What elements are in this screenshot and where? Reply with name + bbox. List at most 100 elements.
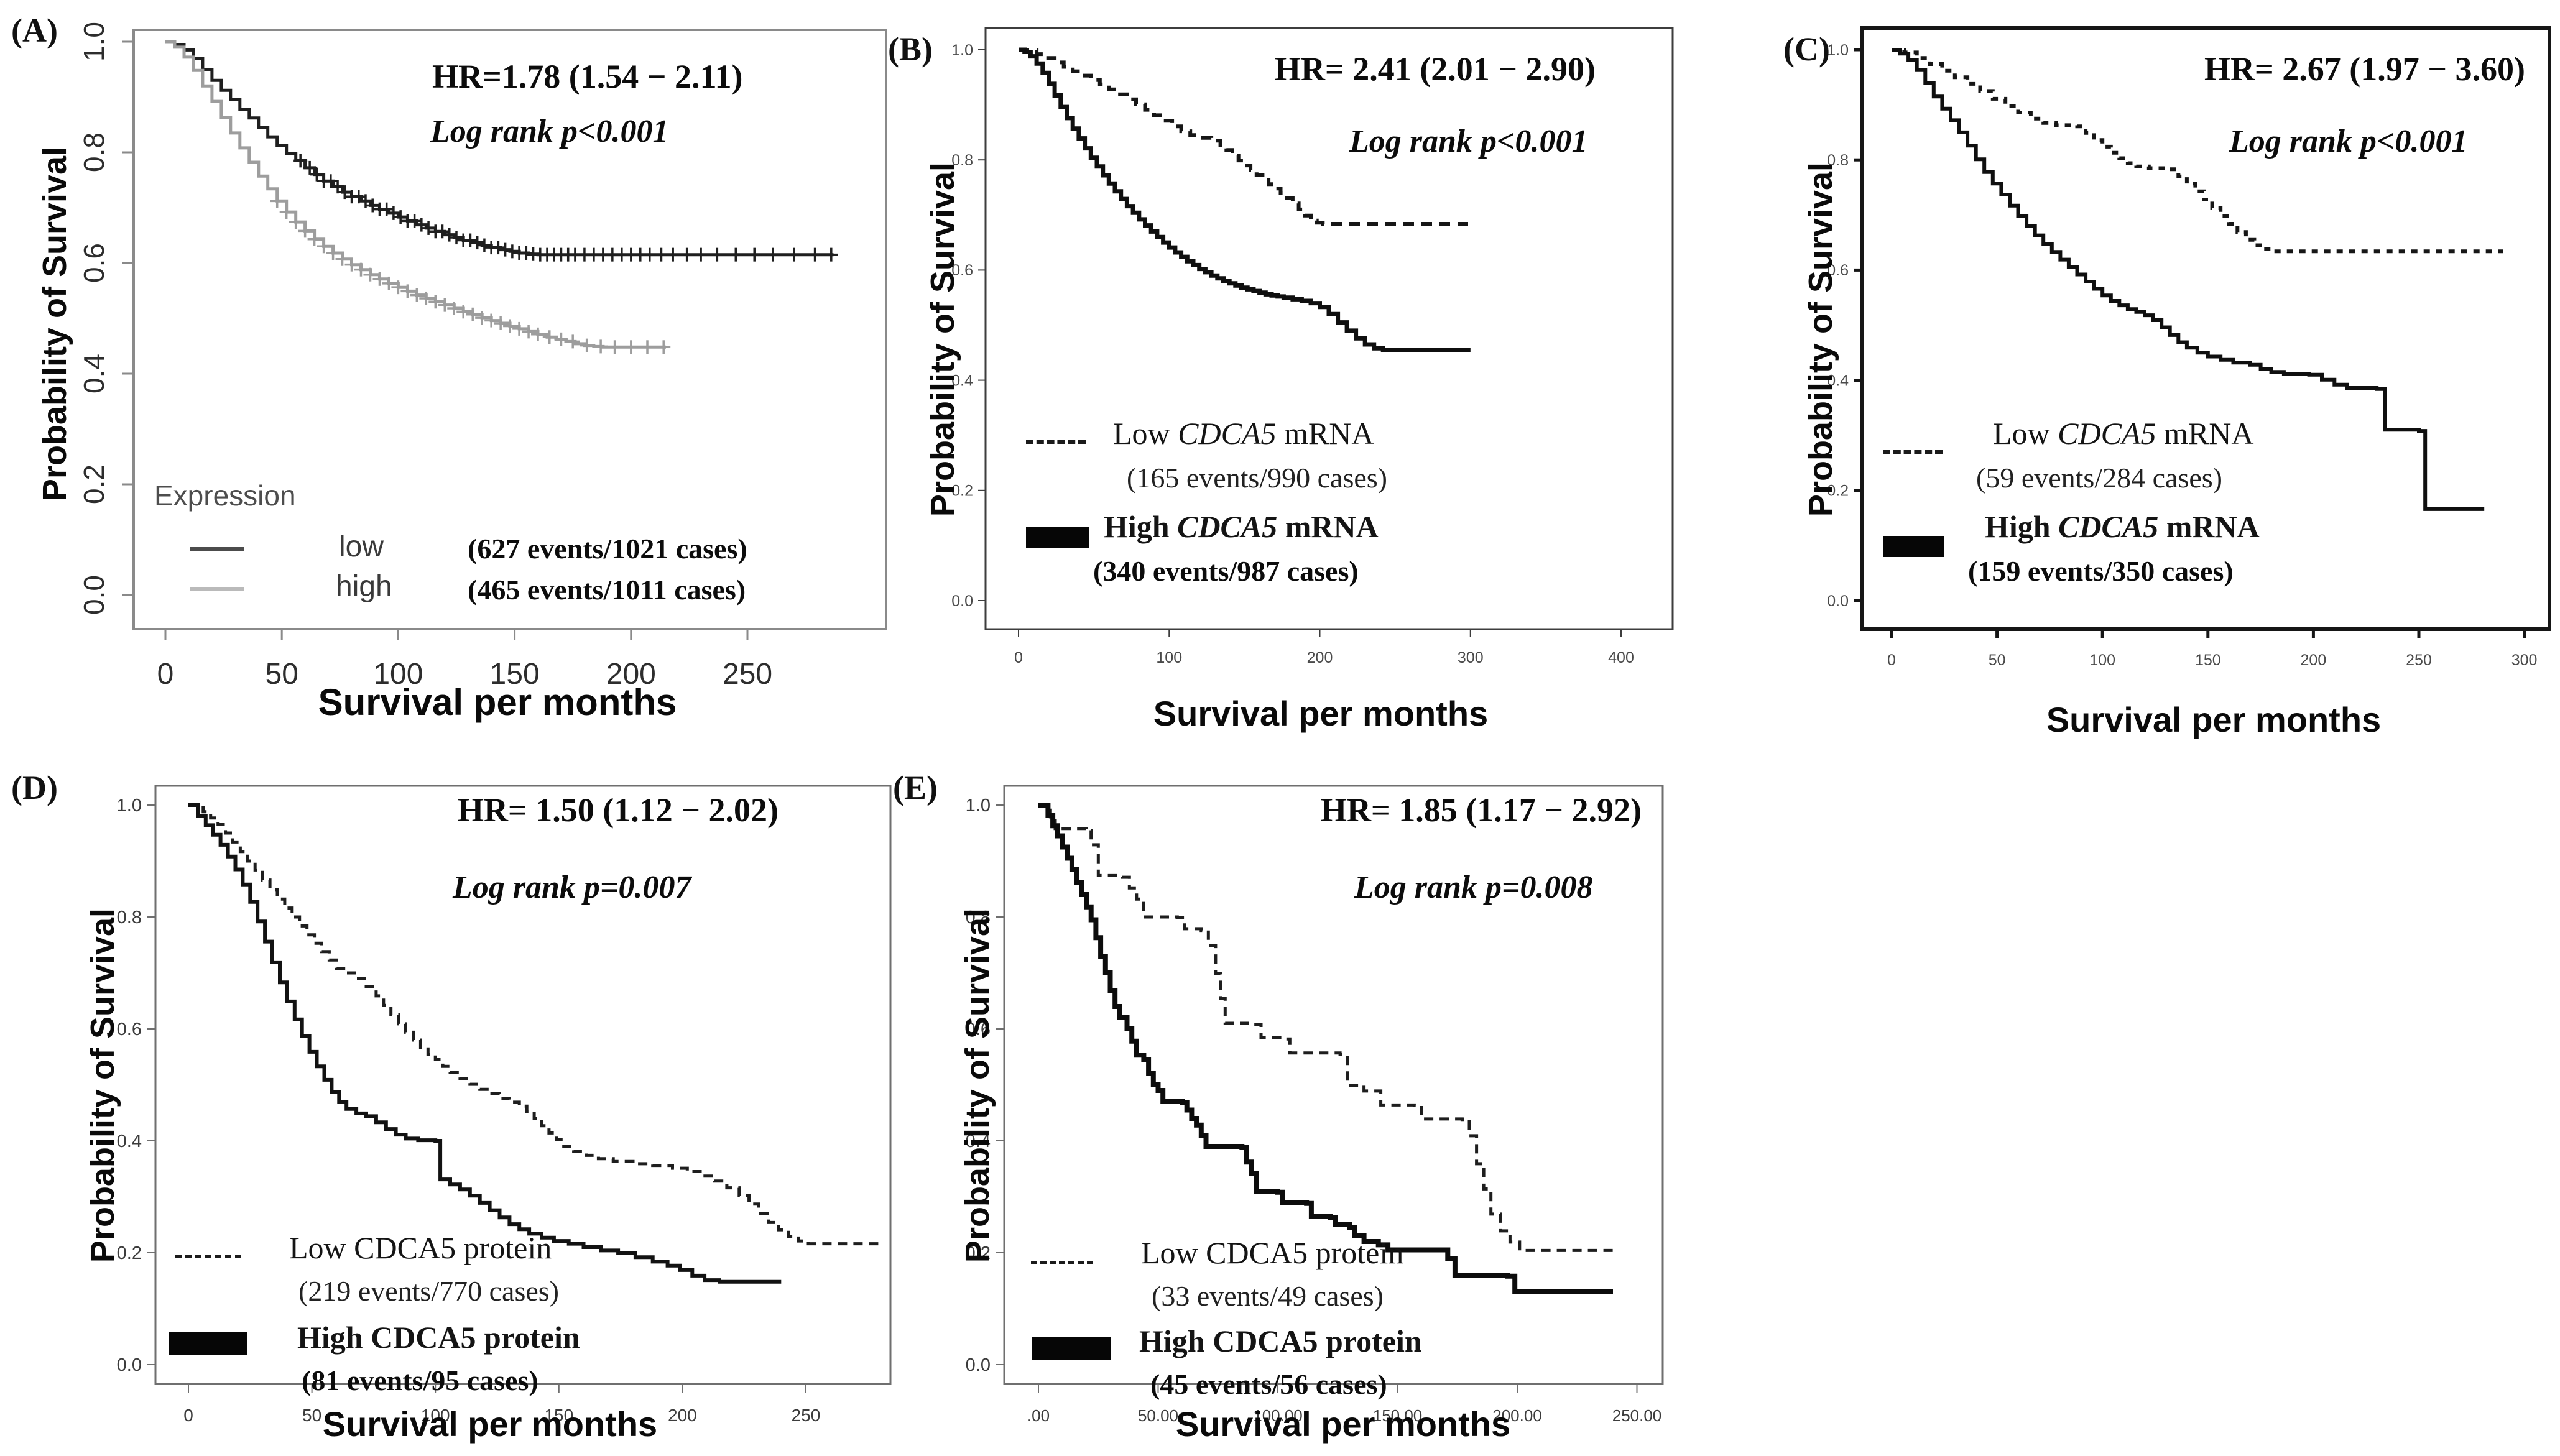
svg-text:0.6: 0.6 [78, 243, 110, 283]
y-axis-title: Probability of Survival [959, 908, 996, 1263]
svg-text:0.2: 0.2 [966, 1243, 991, 1263]
svg-text:0: 0 [157, 658, 174, 691]
y-axis-title: Probability of Survival [36, 146, 73, 502]
hr-annotation: HR= 1.85 (1.17 − 2.92) [1321, 791, 1642, 829]
legend-entry-label: Low CDCA5 protein [1141, 1235, 1403, 1271]
label-prefix: High [297, 1320, 371, 1355]
svg-text:1.0: 1.0 [1827, 42, 1849, 59]
svg-text:0.0: 0.0 [117, 1355, 142, 1375]
gene-name: CDCA5 [2058, 509, 2159, 544]
svg-text:150: 150 [2195, 652, 2221, 669]
label-prefix: Low [1993, 416, 2058, 451]
svg-text:250: 250 [723, 658, 772, 691]
svg-text:200: 200 [668, 1406, 697, 1425]
svg-text:300: 300 [1458, 649, 1484, 666]
panel-label-b: (B) [888, 30, 933, 68]
svg-text:400: 400 [1608, 649, 1634, 666]
legend-entry-count: (45 events/56 cases) [1150, 1368, 1387, 1400]
legend-dashed-line-icon [1883, 450, 1943, 454]
svg-text:200: 200 [2301, 652, 2327, 669]
label-prefix: High [1985, 509, 2059, 544]
legend-entry-label: High CDCA5 mRNA [1104, 509, 1379, 545]
legend-title: Expression [154, 479, 296, 512]
label-prefix: Low [1141, 1235, 1206, 1270]
y-axis-title: Probability of Survival [1802, 162, 1839, 517]
panel-label-a: (A) [11, 12, 58, 49]
svg-text:150.00: 150.00 [1373, 1406, 1423, 1425]
svg-text:200.00: 200.00 [1492, 1406, 1542, 1425]
legend-entry-label: low [339, 530, 384, 563]
svg-text:0.0: 0.0 [966, 1355, 991, 1375]
label-suffix: mRNA [2158, 509, 2260, 544]
y-axis-title: Probability of Survival [924, 162, 961, 517]
legend-entry-count: (81 events/95 cases) [302, 1365, 538, 1396]
x-axis-title: Survival per months [1153, 694, 1489, 733]
logrank-annotation: Log rank p=0.007 [453, 870, 691, 905]
legend-entry-label: high [336, 570, 392, 603]
svg-text:0: 0 [1887, 652, 1896, 669]
svg-text:0.8: 0.8 [1827, 152, 1849, 169]
legend-entry-label: High CDCA5 protein [1139, 1323, 1422, 1359]
svg-text:0.4: 0.4 [117, 1131, 142, 1151]
svg-text:0.8: 0.8 [966, 908, 991, 928]
svg-text:0.0: 0.0 [78, 575, 110, 615]
legend-line-icon [190, 587, 244, 591]
svg-text:0: 0 [183, 1406, 193, 1425]
legend-entry-count: (219 events/770 cases) [298, 1275, 559, 1307]
legend-entry-label: Low CDCA5 mRNA [1113, 415, 1374, 451]
label-prefix: Low [289, 1230, 354, 1265]
svg-text:100: 100 [373, 658, 423, 691]
svg-text:0.8: 0.8 [951, 152, 973, 169]
label-suffix: protein [1308, 1235, 1404, 1270]
svg-text:1.0: 1.0 [951, 42, 973, 59]
svg-text:1.0: 1.0 [966, 796, 991, 816]
gene-name: CDCA5 [1206, 1235, 1308, 1270]
legend-entry-count: (627 events/1021 cases) [468, 533, 747, 564]
svg-text:0.0: 0.0 [1827, 592, 1849, 610]
label-suffix: protein [1318, 1324, 1422, 1358]
gene-name: CDCA5 [2058, 416, 2156, 451]
legend-entry-label: High CDCA5 mRNA [1985, 509, 2260, 545]
legend-line-icon [190, 547, 244, 551]
legend-entry-label: Low CDCA5 protein [289, 1230, 552, 1266]
legend-entry-count: (465 events/1011 cases) [468, 574, 746, 606]
legend-bar-icon [1032, 1337, 1111, 1360]
svg-text:0.2: 0.2 [117, 1243, 142, 1263]
logrank-annotation: Log rank p<0.001 [430, 114, 669, 149]
svg-text:250.00: 250.00 [1612, 1406, 1662, 1425]
x-axis-title: Survival per months [2046, 700, 2382, 739]
legend-bar-icon [1026, 527, 1089, 548]
svg-text:0.6: 0.6 [951, 262, 973, 279]
svg-text:50: 50 [1989, 652, 2006, 669]
legend-entry-label: High CDCA5 protein [297, 1319, 580, 1355]
legend-entry-count: (159 events/350 cases) [1968, 555, 2234, 587]
legend-entry-count: (165 events/990 cases) [1127, 462, 1387, 494]
label-prefix: Low [1113, 416, 1178, 451]
svg-text:100: 100 [1156, 649, 1182, 666]
svg-text:0.4: 0.4 [78, 354, 110, 394]
legend-entry-count: (33 events/49 cases) [1152, 1280, 1384, 1312]
svg-text:50.00: 50.00 [1138, 1406, 1178, 1425]
hr-annotation: HR= 2.67 (1.97 − 3.60) [2204, 50, 2526, 88]
svg-text:0.2: 0.2 [78, 464, 110, 504]
panel-label-d: (D) [11, 769, 58, 806]
hr-annotation: HR=1.78 (1.54 − 2.11) [432, 58, 743, 95]
svg-text:100: 100 [2089, 652, 2115, 669]
hr-annotation: HR= 2.41 (2.01 − 2.90) [1275, 50, 1596, 88]
hr-annotation: HR= 1.50 (1.12 − 2.02) [458, 791, 779, 829]
x-axis-title: Survival per months [318, 681, 677, 723]
svg-text:1.0: 1.0 [117, 796, 142, 816]
svg-text:200: 200 [1307, 649, 1333, 666]
svg-text:0.8: 0.8 [117, 908, 142, 928]
x-axis-title: Survival per months [322, 1404, 658, 1444]
gene-name: CDCA5 [1178, 416, 1277, 451]
legend-dashed-line-icon [175, 1255, 241, 1258]
logrank-annotation: Log rank p<0.001 [1349, 124, 1588, 159]
svg-text:0: 0 [1014, 649, 1023, 666]
svg-text:100.00: 100.00 [1253, 1406, 1303, 1425]
label-suffix: protein [456, 1230, 552, 1265]
svg-text:300: 300 [2511, 652, 2538, 669]
svg-text:100: 100 [421, 1406, 450, 1425]
svg-text:250: 250 [792, 1406, 821, 1425]
